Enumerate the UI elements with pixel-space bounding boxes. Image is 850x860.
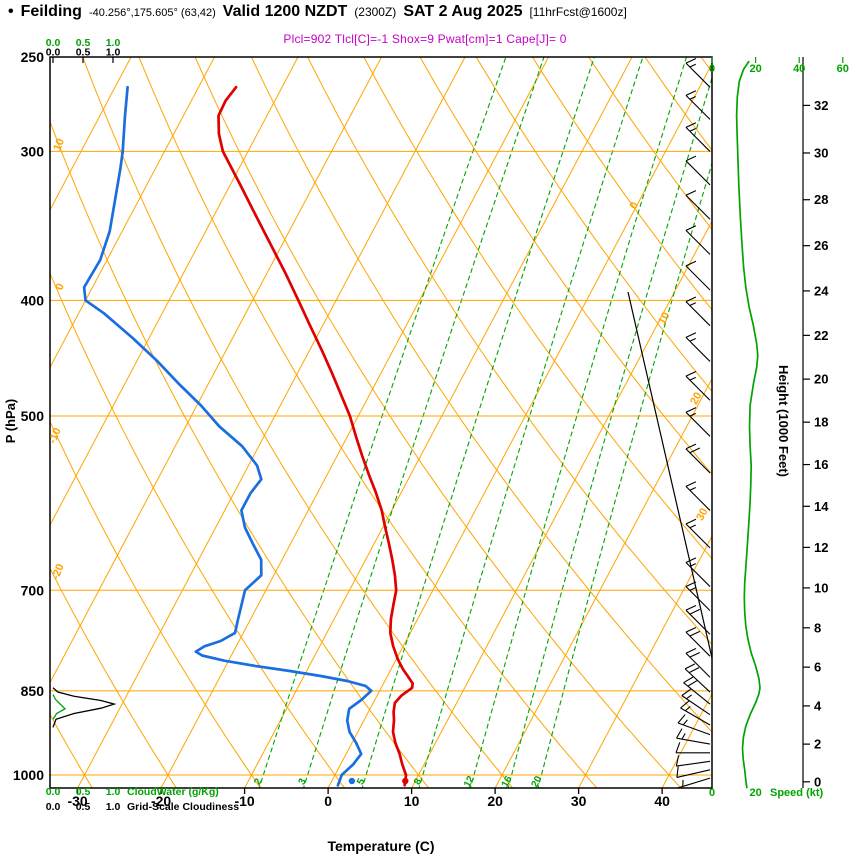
svg-text:0.5: 0.5 (76, 37, 91, 49)
svg-text:12: 12 (814, 540, 828, 555)
svg-text:60: 60 (837, 63, 849, 75)
svg-text:14: 14 (814, 499, 829, 514)
reference-line (627, 291, 713, 659)
svg-text:30: 30 (571, 793, 587, 809)
svg-text:-20: -20 (151, 793, 171, 809)
svg-text:20: 20 (814, 372, 828, 387)
skewt-grid (50, 57, 712, 788)
svg-text:0: 0 (628, 200, 641, 211)
svg-text:500: 500 (21, 408, 45, 424)
svg-text:400: 400 (21, 292, 45, 308)
stability-indices: Plcl=902 Tlcl[C]=-1 Shox=9 Pwat[cm]=1 Ca… (283, 32, 567, 46)
pressure-axis-title: P (hPa) (3, 399, 18, 444)
height-axis-title: Height (1000 Feet) (776, 365, 791, 477)
svg-text:22: 22 (814, 328, 828, 343)
plot-border (49, 56, 713, 789)
station-name: Feilding (20, 3, 82, 20)
svg-text:1.0: 1.0 (106, 801, 121, 813)
svg-text:1.0: 1.0 (106, 37, 121, 49)
svg-text:10: 10 (51, 137, 67, 153)
svg-text:-10: -10 (234, 793, 254, 809)
svg-text:-30: -30 (67, 793, 87, 809)
svg-text:18: 18 (814, 415, 828, 430)
surface-temperature-dot (402, 777, 409, 785)
svg-text:0.5: 0.5 (76, 786, 91, 798)
svg-text:10: 10 (656, 310, 672, 326)
svg-text:1000: 1000 (13, 767, 44, 783)
svg-text:0.0: 0.0 (46, 47, 61, 59)
surface-dewpoint-dot (348, 777, 356, 785)
svg-text:20: 20 (749, 787, 761, 799)
speed-axis: 0 20 40 600 20 (709, 57, 849, 799)
svg-text:8: 8 (412, 776, 425, 786)
svg-text:-20: -20 (50, 562, 67, 581)
svg-text:3: 3 (297, 776, 310, 786)
svg-text:16: 16 (500, 774, 515, 789)
svg-text:2: 2 (252, 776, 265, 786)
wind-barbs (675, 57, 711, 789)
svg-text:-10: -10 (47, 426, 64, 445)
svg-text:12: 12 (462, 774, 477, 789)
svg-text:20: 20 (487, 793, 503, 809)
svg-text:1.0: 1.0 (106, 786, 121, 798)
forecast-lead: [11hrFcst@1600z] (529, 5, 627, 19)
svg-text:30: 30 (694, 506, 710, 522)
svg-text:28: 28 (814, 192, 828, 207)
svg-text:20: 20 (749, 63, 761, 75)
svg-text:0.0: 0.0 (46, 37, 61, 49)
title-bar: • Feilding -40.256°,175.605° (63,42) Val… (8, 3, 627, 21)
svg-text:20: 20 (530, 774, 545, 789)
svg-text:40: 40 (654, 793, 670, 809)
svg-text:32: 32 (814, 98, 828, 113)
temperature-axis-title: Temperature (C) (327, 838, 434, 854)
station-bullet: • (8, 3, 14, 20)
valid-date: SAT 2 Aug 2025 (403, 3, 523, 20)
svg-text:10: 10 (404, 793, 420, 809)
svg-text:0.0: 0.0 (46, 786, 61, 798)
svg-text:0.5: 0.5 (76, 47, 91, 59)
svg-text:250: 250 (21, 49, 45, 65)
svg-text:700: 700 (21, 582, 45, 598)
svg-text:2: 2 (814, 737, 821, 752)
wind-speed-curve (735, 60, 761, 789)
valid-utc: (2300Z) (354, 5, 397, 19)
svg-text:1.0: 1.0 (106, 47, 121, 59)
sounding-curves (82, 85, 415, 787)
svg-text:850: 850 (21, 683, 45, 699)
cloudwater-scale-title: CloudWater (g/Kg) (127, 786, 219, 798)
svg-text:4: 4 (814, 698, 822, 713)
svg-text:40: 40 (793, 63, 805, 75)
cloud-profiles (52, 687, 117, 728)
svg-text:6: 6 (814, 660, 821, 675)
svg-text:0: 0 (324, 793, 332, 809)
svg-text:0.5: 0.5 (76, 801, 91, 813)
speed-axis-title: Speed (kt) (770, 787, 824, 799)
svg-text:10: 10 (814, 580, 828, 595)
svg-text:8: 8 (814, 620, 821, 635)
svg-text:0: 0 (54, 282, 67, 292)
cloud-scale: 0.00.00.00.00.50.50.50.51.01.01.01.0 (46, 37, 121, 813)
svg-text:20: 20 (688, 390, 704, 406)
station-coords: -40.256°,175.605° (63,42) (88, 7, 216, 19)
svg-text:16: 16 (814, 457, 828, 472)
svg-text:5: 5 (355, 776, 368, 786)
svg-text:24: 24 (814, 283, 829, 298)
cloudiness-scale-title: Grid-Scale Cloudiness (127, 801, 239, 813)
svg-text:0: 0 (814, 774, 821, 789)
valid-time: Valid 1200 NZDT (222, 3, 348, 20)
svg-text:26: 26 (814, 238, 828, 253)
svg-text:300: 300 (21, 143, 45, 159)
svg-text:30: 30 (814, 145, 828, 160)
svg-text:0: 0 (709, 63, 715, 75)
svg-text:0.0: 0.0 (46, 801, 61, 813)
svg-text:0: 0 (709, 787, 715, 799)
